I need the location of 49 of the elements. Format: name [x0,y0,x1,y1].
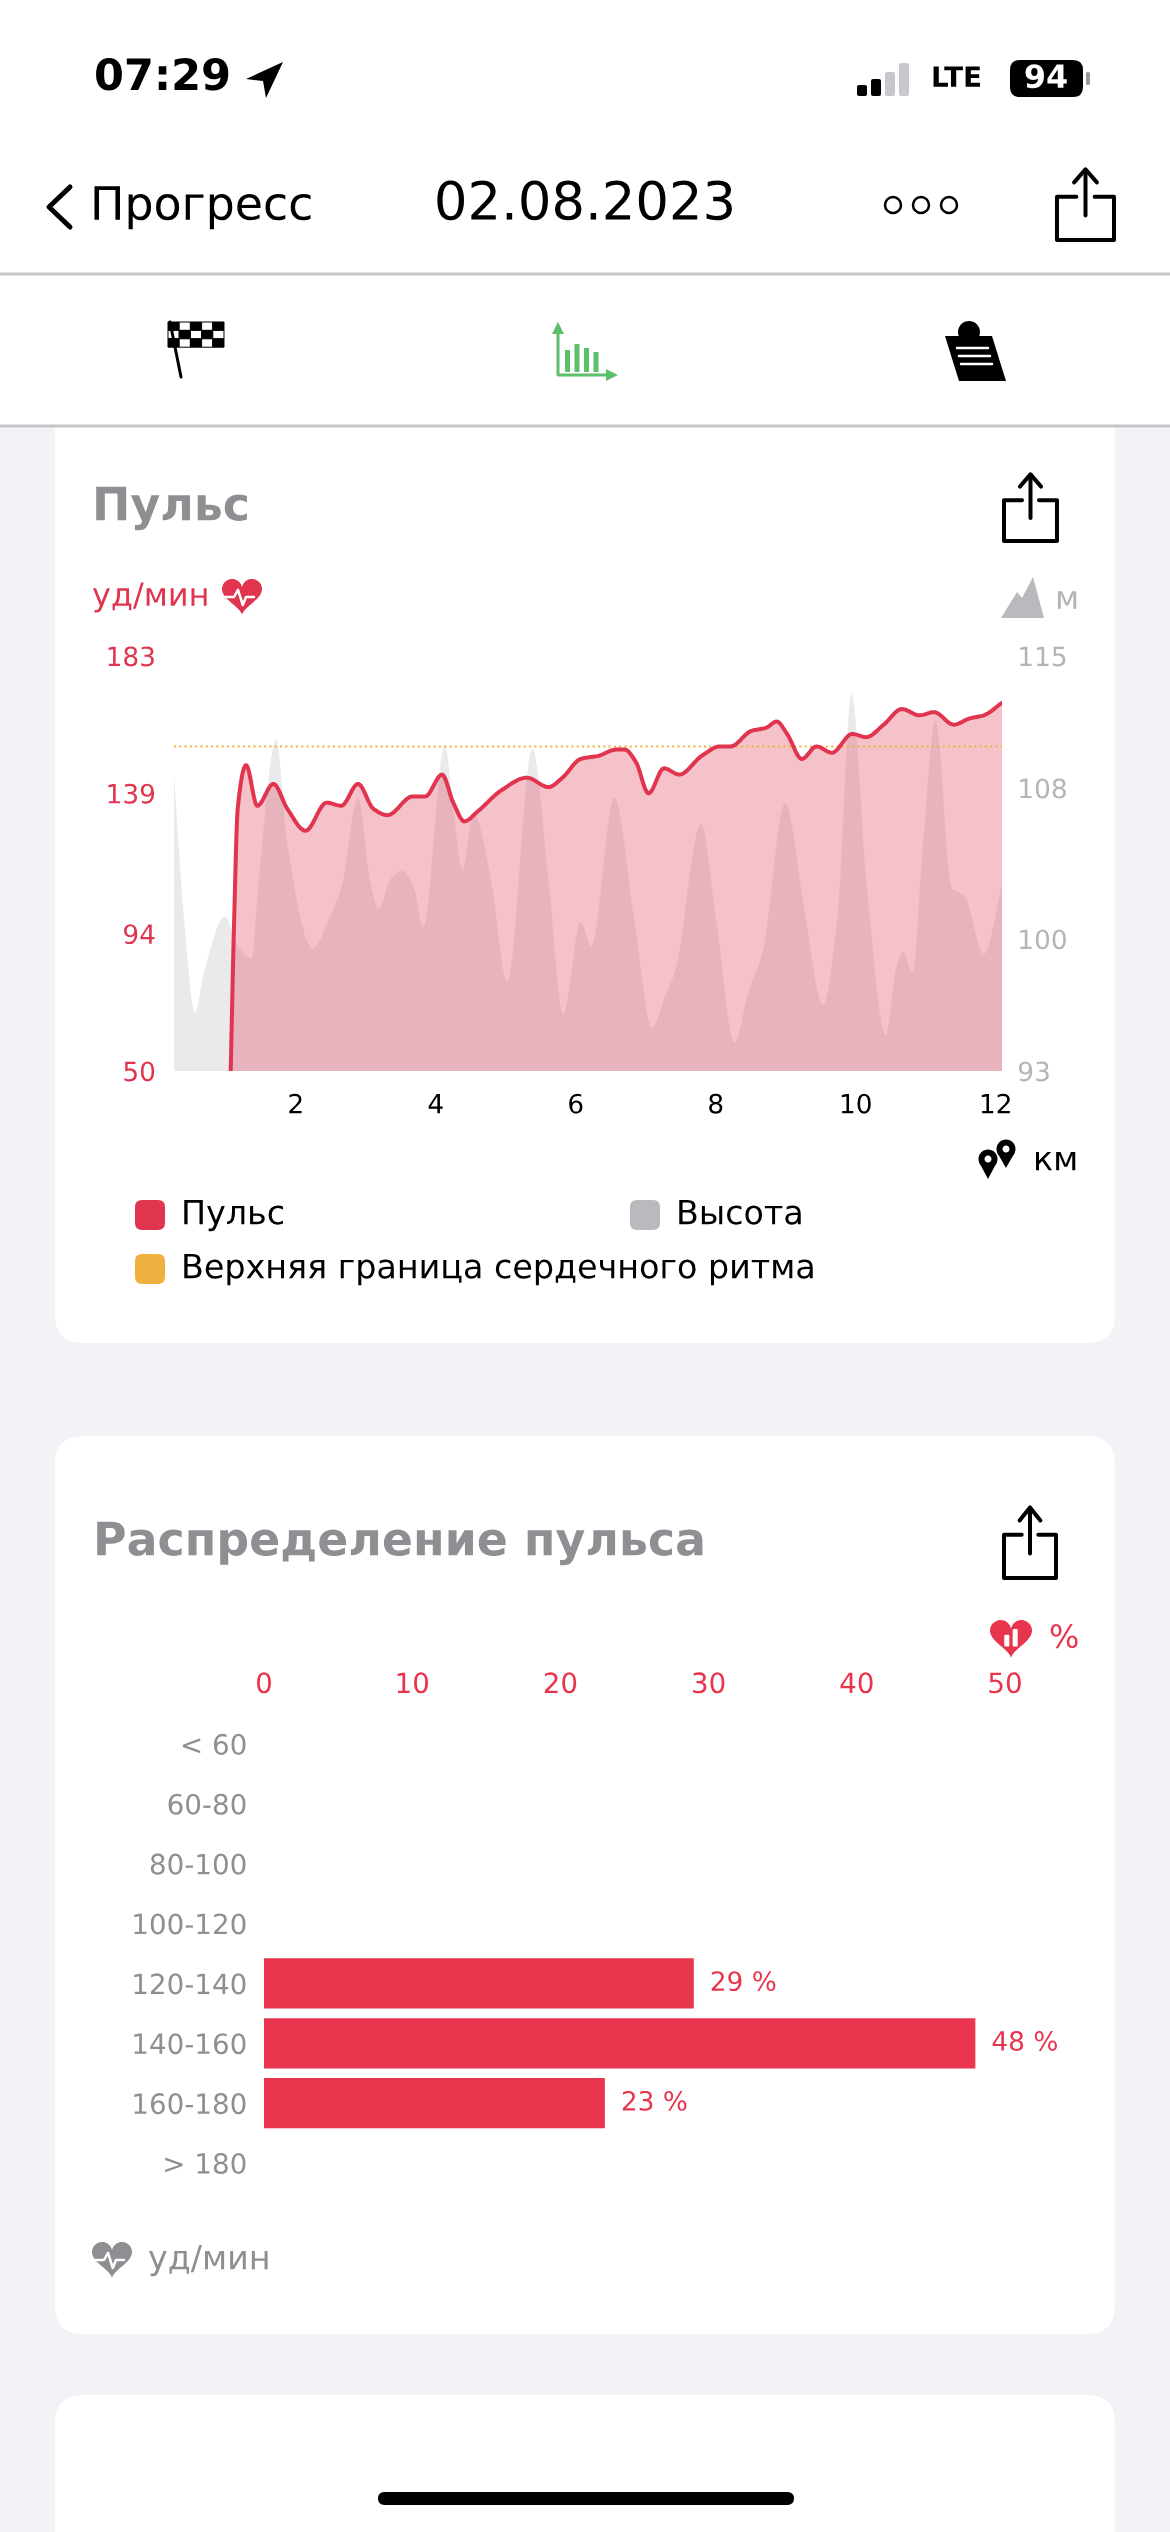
y-axis-title: уд/мин [148,2244,268,2277]
y-tick-label: < 60 [182,1733,246,1755]
x-tick-label: 10 [841,1093,871,1114]
y-tick-label: 160-180 [134,2093,246,2115]
y2-tick-label: 108 [1020,778,1066,799]
y2-axis-title: м [1057,591,1077,609]
bar [264,2078,605,2129]
y-tick-label: > 180 [165,2153,246,2175]
y2-tick-label: 115 [1020,646,1066,667]
y-tick-label: 80-100 [150,1853,246,1875]
y-tick-label: 50 [124,1061,155,1082]
y-tick-label: 94 [124,924,155,945]
x-tick-label: 12 [981,1093,1010,1114]
legend-label: Пульс [184,1199,283,1232]
chart-title: Распределение пульса [97,1521,703,1566]
y-tick-label: 140-160 [134,2033,246,2055]
y-tick-label: 120-140 [134,1973,246,1995]
text: 02.08.2023 [437,180,732,221]
x-tick-label: 0 [256,1672,271,1694]
y-axis-title: уд/мин [92,582,207,613]
bar [264,1958,694,2009]
data-label: 29 % [711,1971,776,1992]
x-tick-label: 40 [840,1672,873,1694]
x-tick-label: 10 [397,1672,429,1694]
x-axis-title: % [1050,1624,1078,1649]
y-tick-label: 183 [108,646,154,667]
text: 94 [1025,64,1067,89]
data-label: 48 % [992,2031,1057,2051]
text: LTE [933,66,980,87]
legend-label: Высота [679,1199,801,1225]
y-tick-label: 100-120 [134,1913,246,1935]
y2-tick-label: 100 [1020,929,1066,950]
data-label: 23 % [622,2090,687,2111]
y-tick-label: 139 [108,783,155,804]
x-tick-label: 50 [989,1672,1021,1694]
x-axis-title: км [1036,1151,1076,1171]
x-tick-label: 4 [428,1094,443,1114]
x-tick-label: 2 [289,1093,302,1114]
text: 07:29 [96,57,229,91]
x-tick-label: 8 [709,1093,723,1114]
x-tick-label: 30 [693,1672,725,1694]
x-tick-label: 20 [544,1672,577,1694]
y2-tick-label: 93 [1018,1061,1049,1082]
x-tick-label: 6 [569,1093,583,1114]
text: Прогресс [94,186,311,230]
y-tick-label: 60-80 [168,1793,246,1815]
legend-label: Верхняя граница сердечного ритма [184,1253,813,1286]
bar [264,2018,976,2069]
chart-title: Пульс [96,486,247,531]
